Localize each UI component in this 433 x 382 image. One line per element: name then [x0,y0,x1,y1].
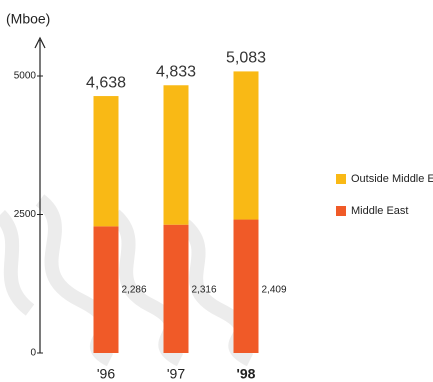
bar-segment [163,224,189,353]
background-swirls [0,194,254,367]
bar-segment [93,226,119,353]
legend-label: Middle East [351,205,408,217]
y-tick-label: 5000 [14,71,37,82]
total-label: 4,833 [156,63,196,80]
bar-segment [233,219,259,353]
total-label: 4,638 [86,74,126,91]
swirl [0,210,35,316]
value-label: 2,409 [262,285,287,296]
value-label: 2,316 [192,285,217,296]
legend-swatch [336,174,346,184]
y-axis-label: (Mboe) [6,11,50,27]
value-label: 2,286 [122,285,147,296]
y-tick-label: 2500 [14,209,37,220]
legend-swatch [336,206,346,216]
x-tick-label: '97 [167,366,185,382]
x-tick-label: '98 [237,366,256,382]
x-tick-label: '96 [97,366,115,382]
bar-segment [93,96,119,227]
legend-label: Outside Middle East [351,173,433,185]
total-label: 5,083 [226,50,266,67]
axis-arrow [34,36,46,49]
y-tick-label: 0 [30,348,36,359]
bar-segment [233,71,259,220]
bar-segment [163,85,189,225]
